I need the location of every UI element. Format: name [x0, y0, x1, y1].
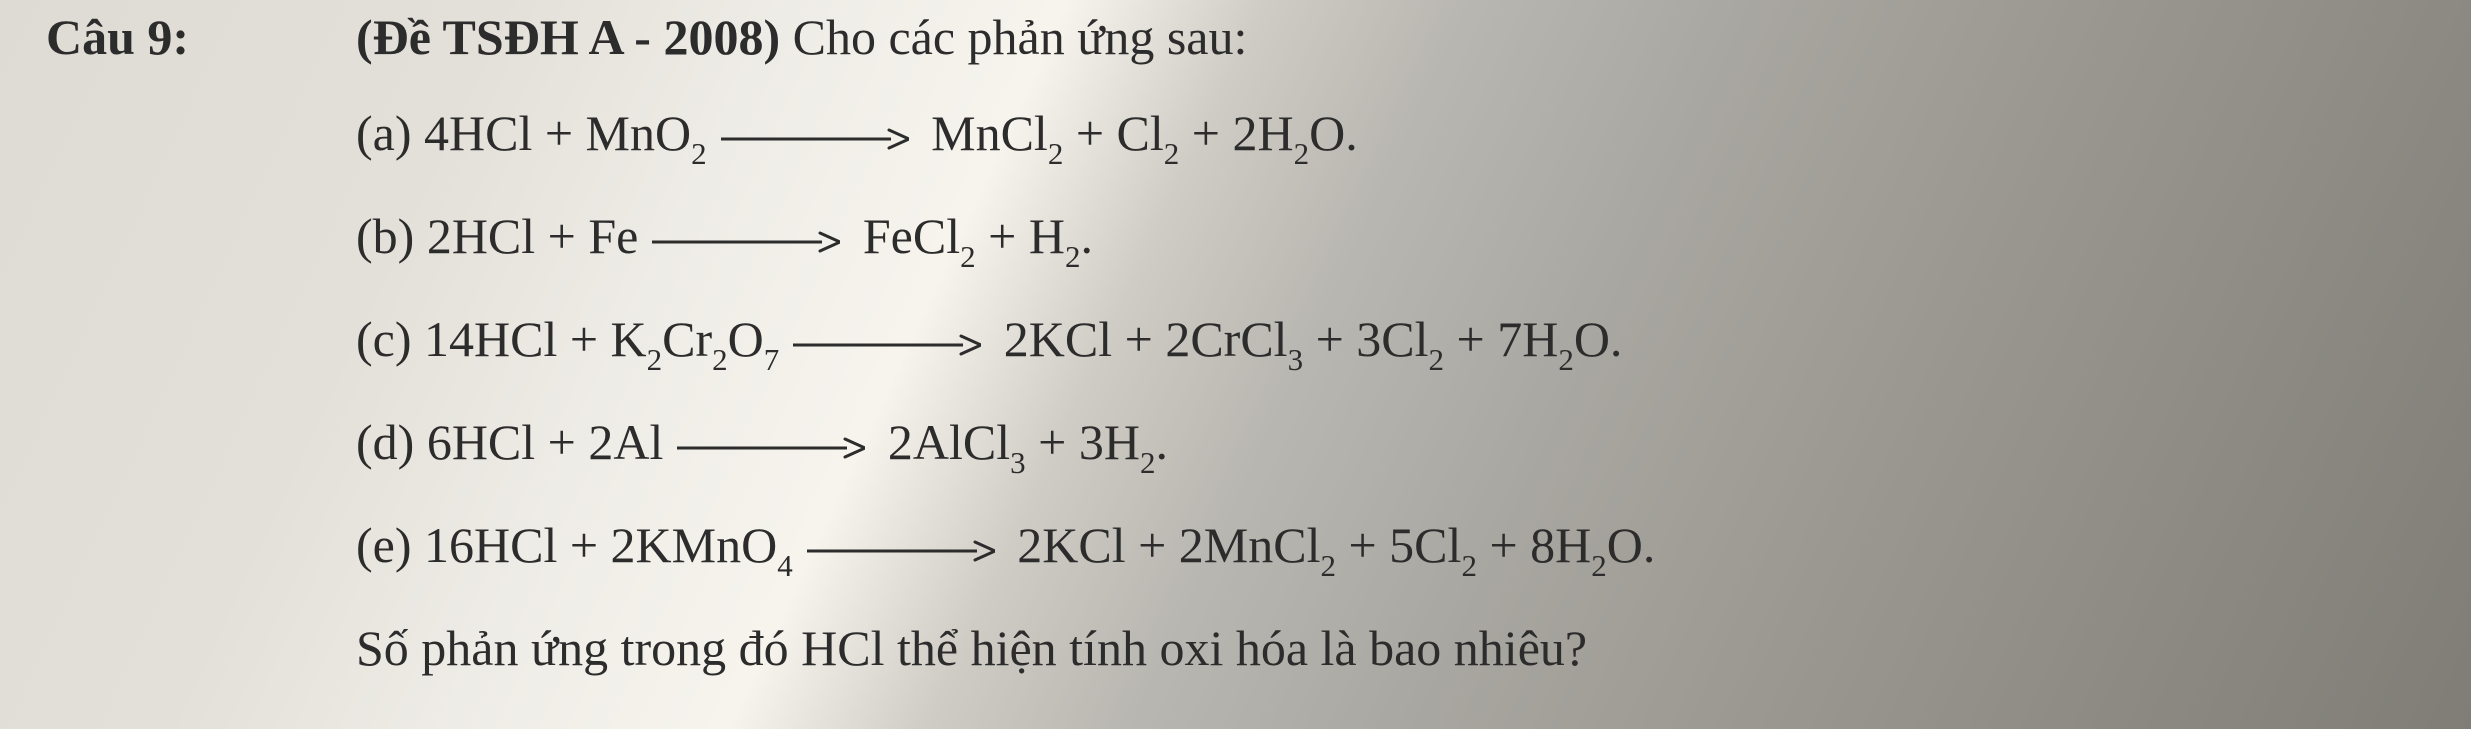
reaction-row-c: (c) 14HCl + K2Cr2O7 2KCl + 2CrCl3 + 3Cl2… [46, 310, 2451, 375]
exam-source: (Đề TSĐH A - 2008) [356, 9, 793, 65]
reaction-lhs: 16HCl + 2KMnO4 [424, 517, 793, 573]
reaction-letter: (b) [356, 208, 427, 264]
reaction-lhs: 2HCl + Fe [427, 208, 639, 264]
reaction-rhs: MnCl2 + Cl2 + 2H2O. [919, 105, 1358, 161]
reaction-arrow-icon [652, 230, 840, 254]
reaction-e: (e) 16HCl + 2KMnO4 2KCl + 2MnCl2 + 5Cl2 … [356, 516, 2451, 581]
reaction-arrow-icon [677, 436, 865, 460]
question-label: Câu 9: [46, 9, 189, 65]
final-question: Số phản ứng trong đó HCl thể hiện tính o… [356, 619, 2451, 677]
reaction-arrow-icon [793, 333, 981, 357]
reaction-rhs: 2AlCl3 + 3H2. [875, 414, 1168, 470]
reaction-row-b: (b) 2HCl + Fe FeCl2 + H2. [46, 207, 2451, 272]
reaction-rhs: FeCl2 + H2. [850, 208, 1093, 264]
reaction-c: (c) 14HCl + K2Cr2O7 2KCl + 2CrCl3 + 3Cl2… [356, 310, 2451, 375]
reaction-letter: (d) [356, 414, 427, 470]
reaction-arrow-icon [807, 539, 995, 563]
reaction-row-a: (a) 4HCl + MnO2 MnCl2 + Cl2 + 2H2O. [46, 104, 2451, 169]
reaction-arrow-icon [721, 127, 909, 151]
question-label-col: Câu 9: [46, 8, 356, 66]
question-block: Câu 9: (Đề TSĐH A - 2008) Cho các phản ứ… [46, 8, 2451, 677]
reaction-a: (a) 4HCl + MnO2 MnCl2 + Cl2 + 2H2O. [356, 104, 2451, 169]
reaction-letter: (e) [356, 517, 424, 573]
reaction-lhs: 6HCl + 2Al [427, 414, 664, 470]
reaction-rhs: 2KCl + 2MnCl2 + 5Cl2 + 8H2O. [1005, 517, 1656, 573]
reaction-row-d: (d) 6HCl + 2Al 2AlCl3 + 3H2. [46, 413, 2451, 478]
reaction-letter: (a) [356, 105, 424, 161]
reaction-b: (b) 2HCl + Fe FeCl2 + H2. [356, 207, 2451, 272]
reaction-lhs: 4HCl + MnO2 [424, 105, 707, 161]
reaction-letter: (c) [356, 311, 424, 367]
question-prompt: Cho các phản ứng sau: [793, 9, 1248, 65]
reaction-lhs: 14HCl + K2Cr2O7 [424, 311, 779, 367]
reaction-d: (d) 6HCl + 2Al 2AlCl3 + 3H2. [356, 413, 2451, 478]
reaction-rhs: 2KCl + 2CrCl3 + 3Cl2 + 7H2O. [991, 311, 1622, 367]
reaction-row-e: (e) 16HCl + 2KMnO4 2KCl + 2MnCl2 + 5Cl2 … [46, 516, 2451, 581]
question-header-body: (Đề TSĐH A - 2008) Cho các phản ứng sau: [356, 8, 2451, 66]
question-header-row: Câu 9: (Đề TSĐH A - 2008) Cho các phản ứ… [46, 8, 2451, 66]
final-question-row: Số phản ứng trong đó HCl thể hiện tính o… [46, 619, 2451, 677]
